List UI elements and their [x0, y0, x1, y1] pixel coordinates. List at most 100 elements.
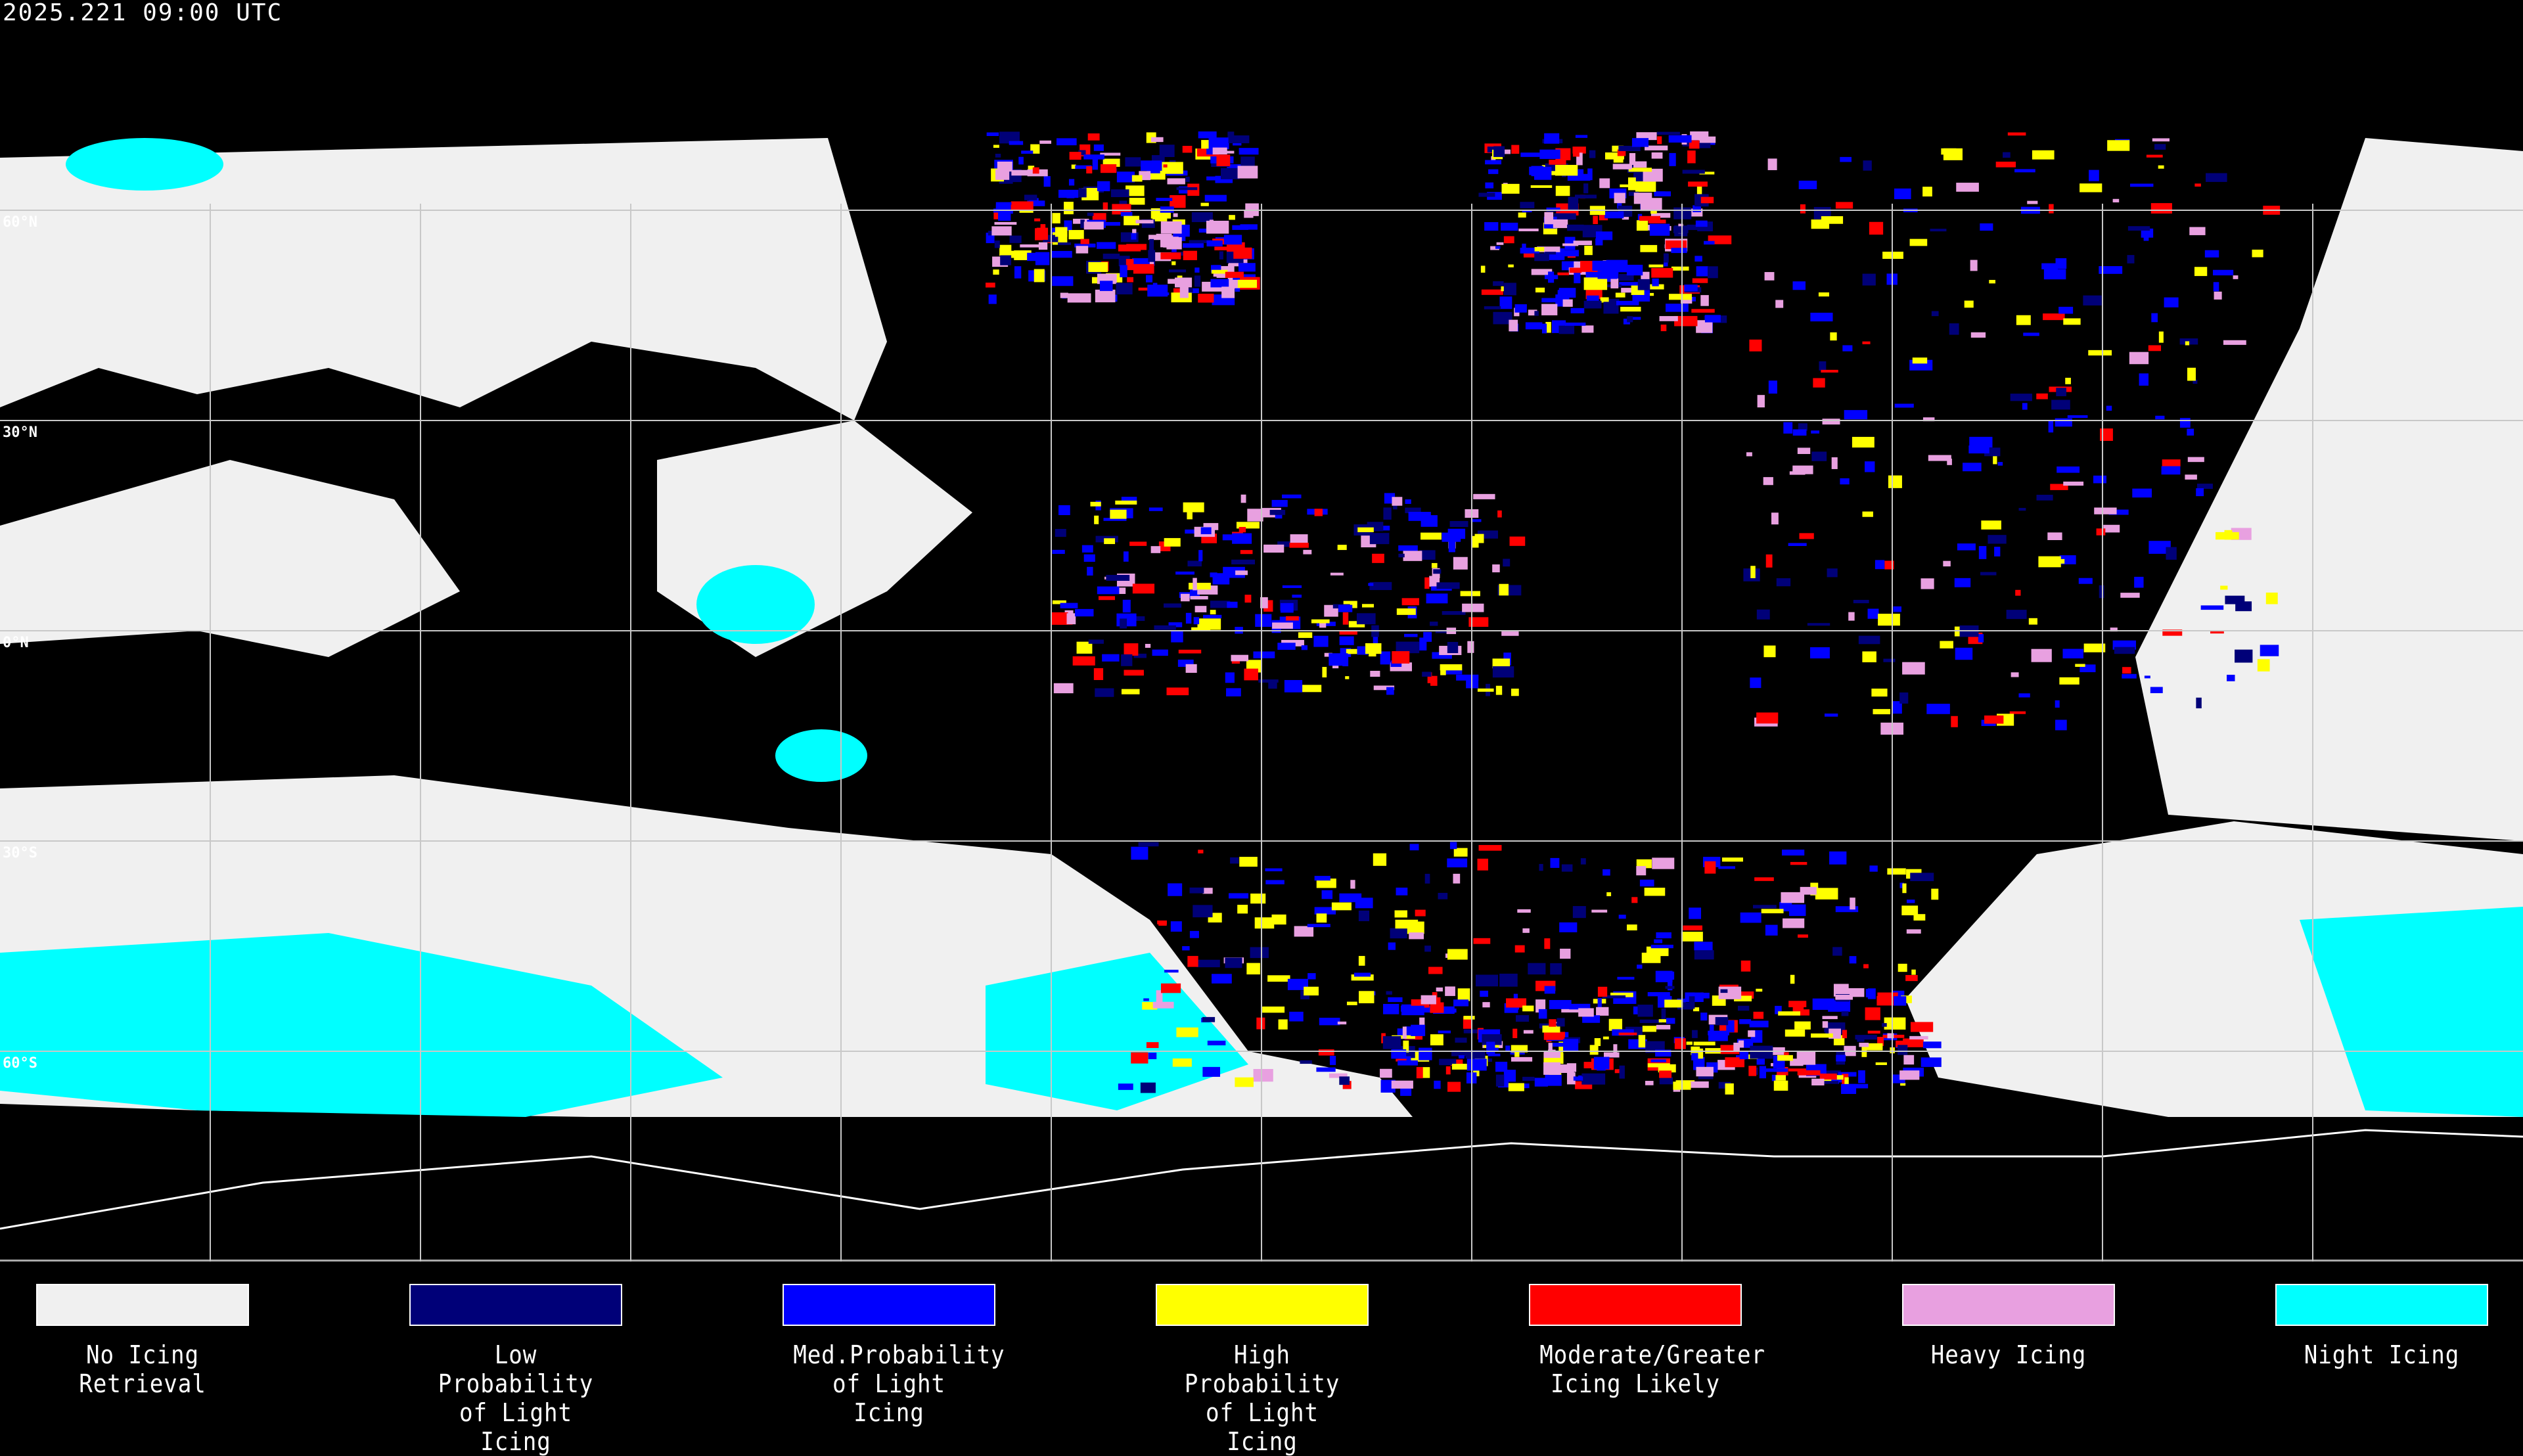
icing-pixel — [1696, 1066, 1714, 1077]
icing-pixel — [1659, 316, 1678, 321]
icing-pixel — [1665, 986, 1675, 989]
icing-pixel — [1569, 1003, 1591, 1010]
icing-pixel — [1516, 1015, 1530, 1022]
icing-pixel — [2194, 267, 2208, 277]
icing-pixel — [1160, 252, 1181, 260]
icing-pixel — [1800, 886, 1817, 895]
icing-pixel — [2059, 677, 2080, 685]
icing-pixel — [1131, 258, 1155, 266]
icing-pixel — [1078, 188, 1087, 198]
icing-pixel — [2148, 345, 2162, 352]
icing-pixel — [1206, 220, 1229, 234]
icing-pixel — [1544, 938, 1551, 949]
icing-pixel — [1449, 520, 1468, 528]
icing-pixel — [1989, 280, 1995, 284]
icing-pixel — [1562, 243, 1579, 246]
icing-pixel — [1709, 1024, 1714, 1034]
icing-pixel — [1244, 595, 1252, 603]
icing-pixel — [2075, 664, 2085, 667]
icing-pixel — [1097, 586, 1120, 595]
icing-pixel — [1463, 1016, 1472, 1029]
icing-pixel — [1182, 946, 1190, 951]
icing-pixel — [1565, 322, 1586, 326]
icing-pixel — [1818, 1081, 1839, 1084]
icing-pixel — [2223, 340, 2246, 345]
icing-pixel — [1339, 1076, 1350, 1085]
icing-pixel — [1862, 511, 1873, 517]
icing-pixel — [991, 226, 1012, 236]
icing-pixel — [1503, 558, 1511, 567]
icing-pixel — [1301, 645, 1308, 650]
icing-pixel — [1788, 1068, 1809, 1072]
icing-pixel — [1435, 629, 1457, 633]
legend-swatch — [1529, 1284, 1742, 1326]
icing-pixel — [1094, 515, 1099, 524]
icing-pixel — [2050, 484, 2068, 490]
icing-pixel — [1572, 148, 1580, 157]
icing-pixel — [1319, 621, 1327, 628]
icing-pixel — [1430, 1002, 1444, 1013]
icing-pixel — [2038, 556, 2061, 568]
icing-pixel — [1032, 167, 1039, 174]
legend-swatch — [36, 1284, 249, 1326]
icing-pixel — [1726, 1020, 1735, 1033]
legend-item: Med.Probability of Light Icing — [783, 1284, 1005, 1427]
icing-pixel — [1083, 221, 1104, 230]
icing-pixel — [1980, 572, 1997, 576]
icing-pixel — [1737, 991, 1754, 999]
icing-pixel — [2016, 315, 2031, 325]
icing-pixel — [1416, 1006, 1433, 1013]
icing-pixel — [1707, 266, 1718, 279]
icing-pixel — [1419, 550, 1436, 560]
icing-pixel — [1269, 509, 1286, 515]
icing-pixel — [1800, 204, 1806, 214]
icing-pixel — [1636, 866, 1647, 876]
icing-pixel — [1185, 529, 1204, 534]
icing-pixel — [1104, 538, 1116, 545]
icing-pixel — [1544, 212, 1554, 225]
icing-pixel — [1867, 608, 1879, 619]
icing-pixel — [1647, 1063, 1670, 1068]
icing-pixel — [1763, 645, 1776, 658]
icing-pixel — [1294, 926, 1314, 937]
icing-pixel — [1573, 240, 1592, 246]
icing-pixel — [1708, 1031, 1728, 1041]
icing-pixel — [1382, 1036, 1401, 1049]
lat-label-0n: 0°N — [3, 635, 29, 651]
icing-pixel — [1316, 622, 1336, 626]
icing-pixel — [1097, 242, 1116, 249]
icing-pixel — [1873, 709, 1890, 715]
icing-pixel — [1027, 200, 1045, 206]
icing-pixel — [2132, 488, 2152, 498]
icing-pixel — [1775, 1075, 1786, 1081]
icing-pixel — [1212, 147, 1227, 155]
icing-pixel — [1704, 240, 1715, 245]
icing-pixel — [1247, 509, 1263, 522]
icing-pixel — [1828, 1000, 1851, 1012]
icing-pixel — [1493, 281, 1504, 286]
icing-pixel — [1776, 578, 1791, 587]
icing-pixel — [1422, 671, 1432, 677]
icing-pixel — [1848, 1083, 1869, 1089]
icing-pixel — [1185, 612, 1192, 624]
icing-pixel — [1225, 271, 1244, 278]
icing-pixel — [1019, 210, 1034, 213]
icing-pixel — [1752, 905, 1777, 909]
icing-pixel — [1225, 957, 1242, 968]
icing-pixel — [1865, 1007, 1880, 1020]
icing-pixel — [1604, 211, 1624, 219]
icing-pixel — [1448, 540, 1455, 553]
icing-pixel — [1368, 583, 1374, 586]
icing-pixel — [2204, 250, 2219, 258]
icing-pixel — [1409, 932, 1424, 940]
icing-pixel — [1522, 1076, 1535, 1081]
icing-pixel — [1852, 436, 1875, 448]
icing-pixel — [1863, 160, 1872, 171]
icing-pixel — [1236, 522, 1260, 529]
icing-pixel — [1777, 1055, 1793, 1061]
icing-pixel — [1339, 631, 1357, 635]
icing-pixel — [1863, 1043, 1883, 1051]
icing-pixel — [1514, 1050, 1520, 1057]
icing-pixel — [1636, 859, 1652, 869]
icing-pixel — [1481, 289, 1503, 295]
